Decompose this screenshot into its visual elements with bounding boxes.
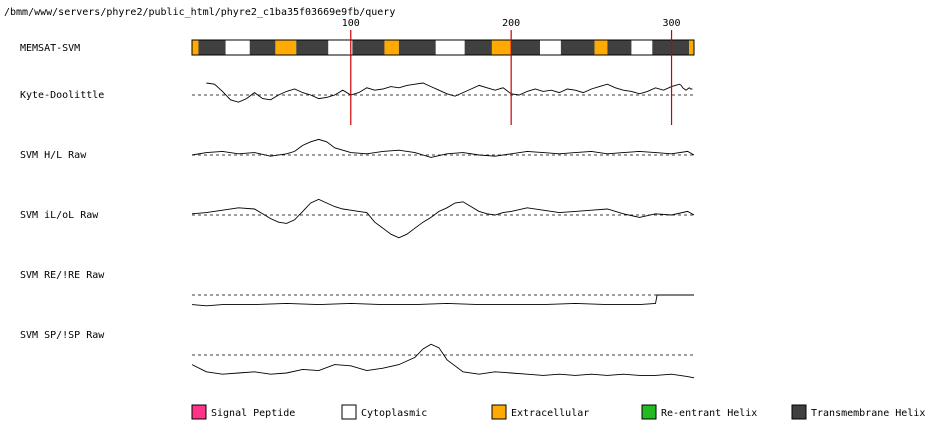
track-line	[191, 294, 694, 307]
legend-swatch	[491, 404, 507, 420]
track-line	[206, 82, 693, 103]
track-line	[191, 343, 695, 379]
memsat-segment-extracellular	[192, 40, 199, 55]
prediction-tracks: Kyte-Doolittle SVM H/L Raw SVM iL/oL Raw SV…	[20, 82, 695, 379]
memsat-segment-cytoplasmic	[225, 40, 250, 55]
track-label: Kyte-Doolittle	[20, 90, 104, 101]
legend-label: Re-entrant Helix	[661, 408, 757, 419]
legend-label: Extracellular	[511, 408, 589, 419]
memsat-segment-cytoplasmic	[540, 40, 561, 55]
legend-label: Signal Peptide	[211, 408, 295, 419]
legend-swatch	[791, 404, 807, 420]
position-markers: 100 200 300	[342, 18, 681, 125]
query-path: /bmm/www/servers/phyre2/public_html/phyr…	[4, 7, 395, 18]
legend-label: Cytoplasmic	[361, 408, 427, 419]
memsat-segment-tm	[352, 40, 385, 55]
memsat-track: MEMSAT-SVM	[20, 39, 695, 56]
memsat-segment-extracellular	[689, 40, 694, 55]
legend-label: Transmembrane Helix	[811, 408, 925, 419]
track-label: SVM H/L Raw	[20, 150, 87, 161]
memsat-segment-extracellular	[491, 40, 512, 55]
legend-swatch	[341, 404, 357, 420]
memsat-segment-tm	[249, 40, 276, 55]
memsat-bar-outline	[191, 39, 695, 56]
memsat-segment-tm	[296, 40, 329, 55]
legend-swatch	[641, 404, 657, 420]
memsat-segment-extracellular	[594, 40, 608, 55]
track-label: SVM RE/!RE Raw	[20, 270, 105, 281]
memsat-segment-tm	[198, 40, 226, 55]
track-line	[191, 138, 695, 158]
track-label: SVM SP/!SP Raw	[20, 330, 105, 341]
memsat-segment-cytoplasmic	[328, 40, 353, 55]
memsat-segment-extracellular	[275, 40, 297, 55]
tick-label: 100	[342, 18, 360, 29]
tick-label: 200	[502, 18, 520, 29]
track-label: SVM iL/oL Raw	[20, 210, 99, 221]
memsat-label: MEMSAT-SVM	[20, 43, 80, 54]
legend: Signal Peptide Cytoplasmic Extracellular Re…	[191, 404, 925, 420]
memsat-segment-tm	[464, 40, 492, 55]
memsat-segment-tm	[652, 40, 690, 55]
memsat-segment-tm	[607, 40, 632, 55]
memsat-segment-tm	[511, 40, 541, 55]
track-line	[191, 198, 695, 239]
memsat-segment-cytoplasmic	[435, 40, 465, 55]
memsat-segment-tm	[398, 40, 436, 55]
memsat-segment-cytoplasmic	[631, 40, 653, 55]
legend-swatch	[191, 404, 207, 420]
memsat-segment-tm	[560, 40, 595, 55]
memsat-segment-extracellular	[384, 40, 399, 55]
tick-label: 300	[663, 18, 681, 29]
